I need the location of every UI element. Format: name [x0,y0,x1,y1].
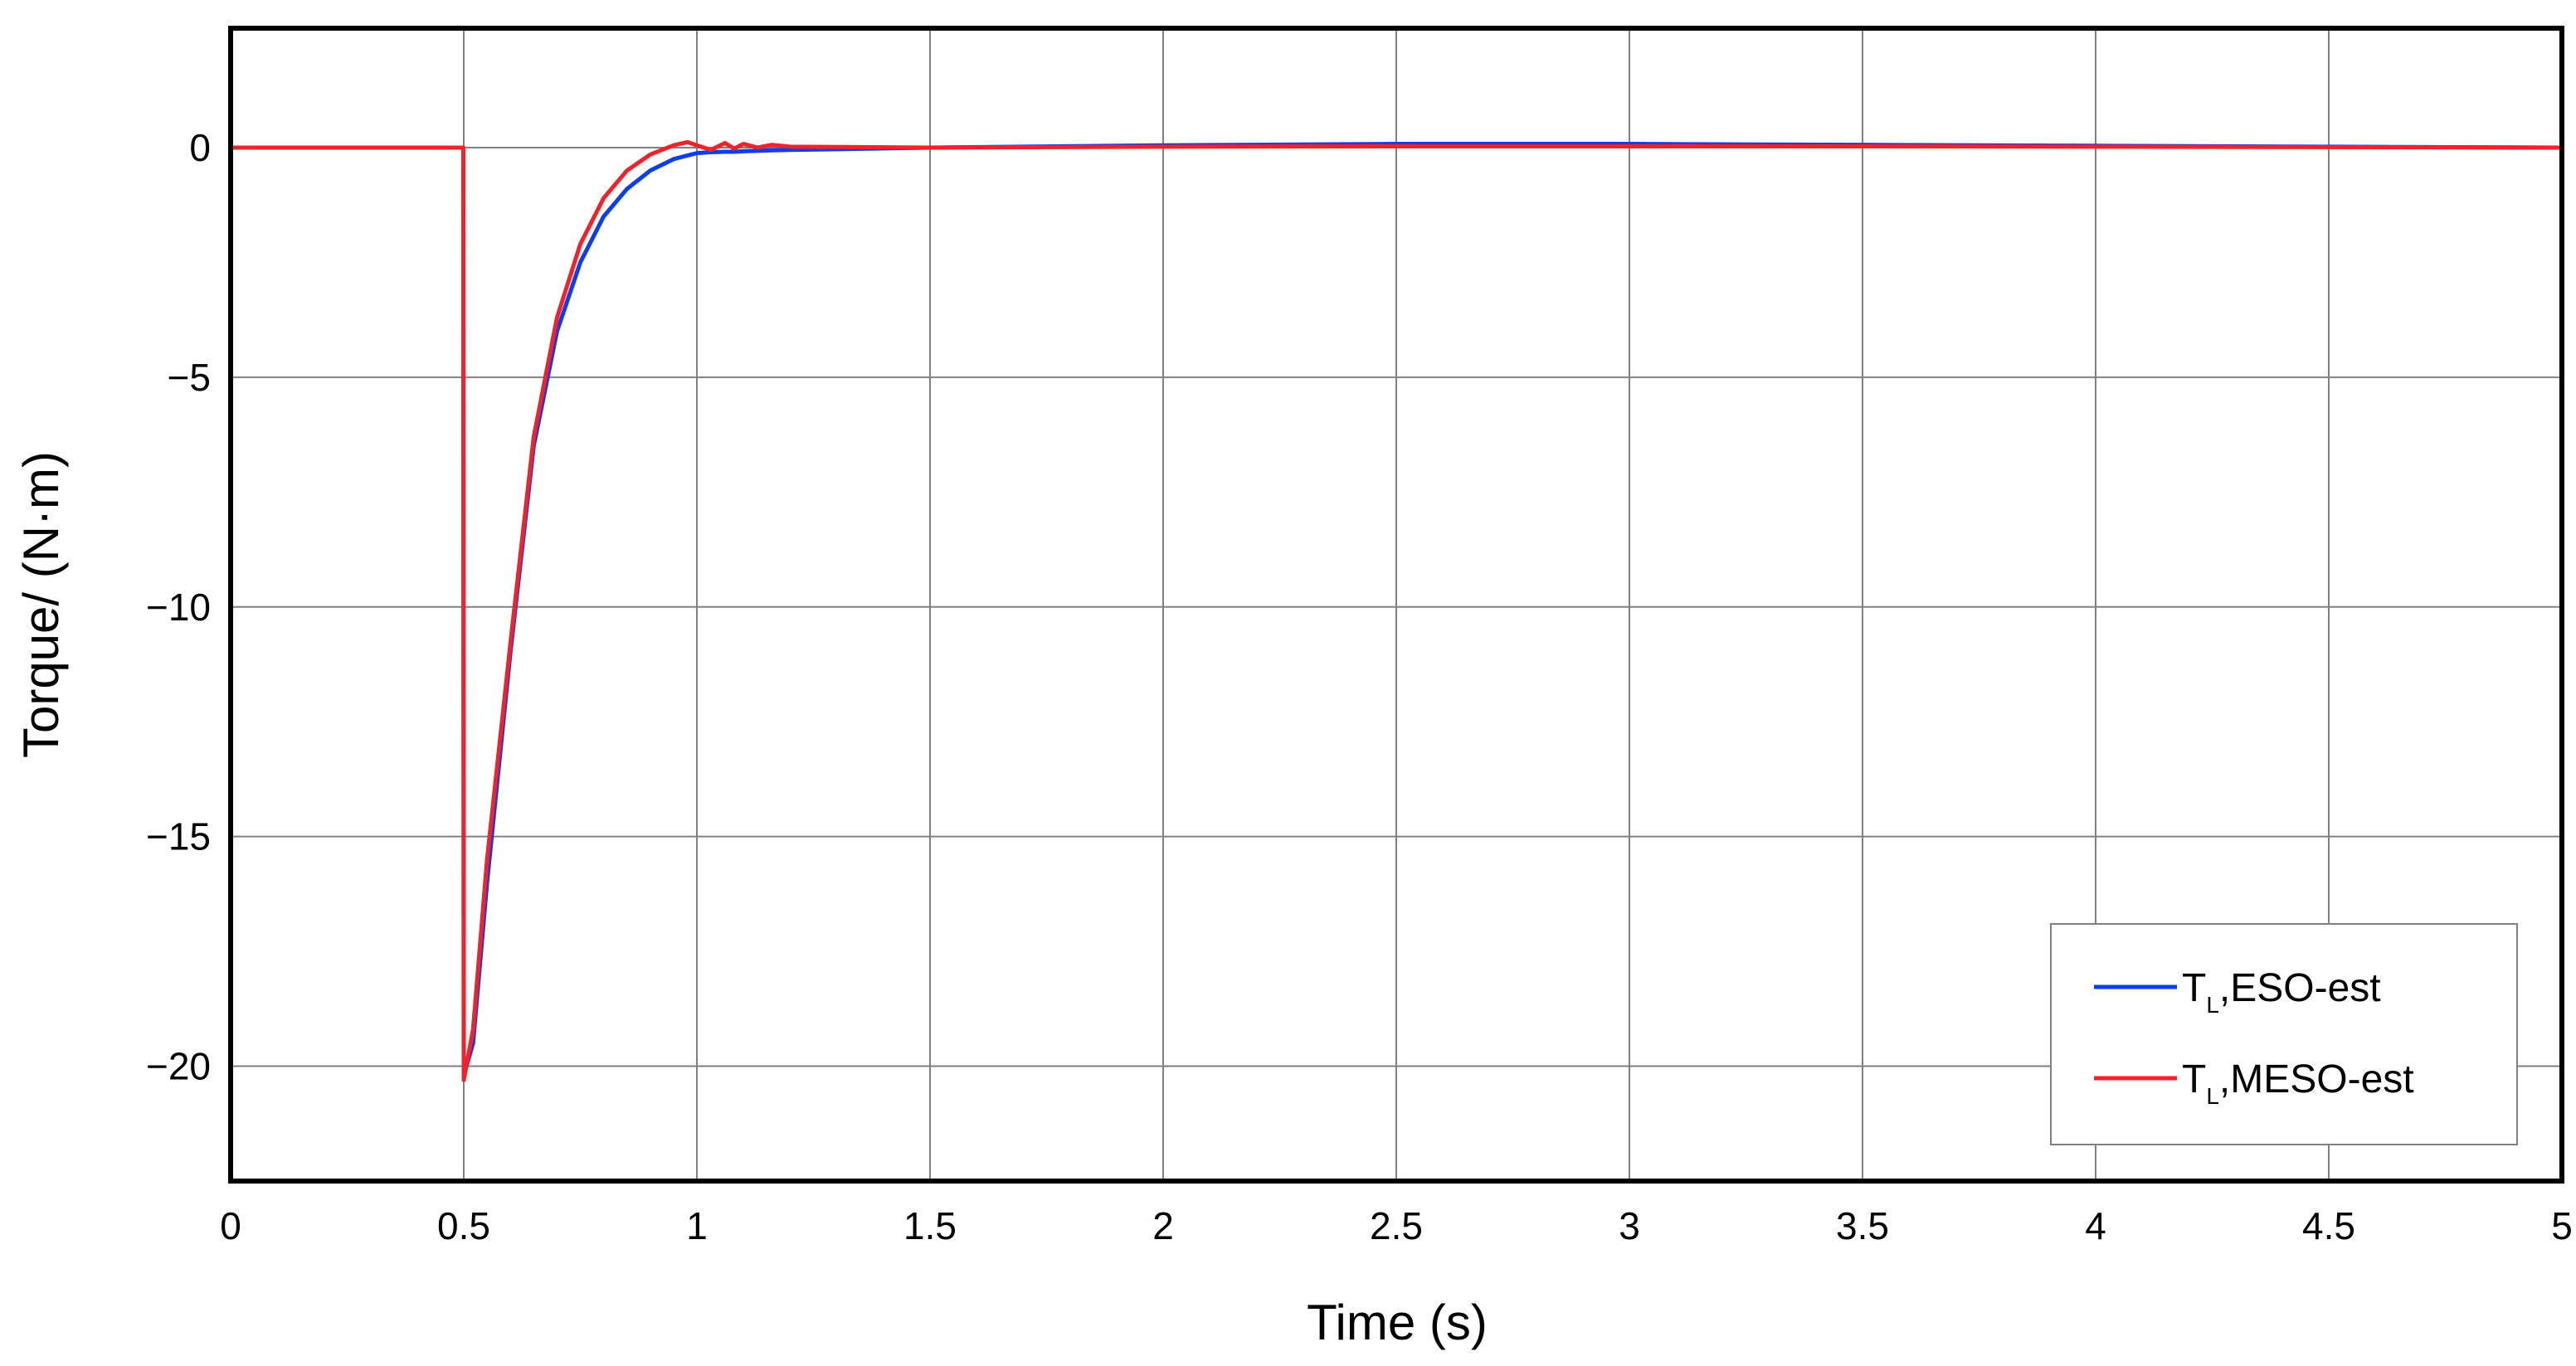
x-tick-label: 5 [2551,1204,2573,1247]
series-line [231,139,2563,1082]
x-tick-label: 3.5 [1836,1204,1889,1247]
y-tick-label: −10 [146,586,211,629]
x-tick-label: 3 [1619,1204,1640,1247]
x-tick-label: 2 [1152,1204,1174,1247]
x-tick-label: 0 [220,1204,241,1247]
legend-label: TL,ESO-est [2182,966,2381,1018]
y-tick-label: 0 [189,126,211,169]
plot-frame [228,26,2564,1184]
x-tick-label: 1 [686,1204,708,1247]
y-tick-label: −20 [146,1045,211,1088]
legend-label: TL,MESO-est [2182,1057,2414,1109]
x-tick-label: 1.5 [903,1204,957,1247]
x-axis-label: Time (s) [1307,1295,1488,1350]
y-tick-label: −15 [146,815,211,858]
legend-box [2050,923,2518,1145]
x-tick-label: 2.5 [1370,1204,1423,1247]
y-axis-label: Torque/ (N·m) [13,451,69,758]
y-tick-label: −5 [168,356,211,399]
legend: TL,ESO-est TL,MESO-est [2050,923,2518,1145]
x-tick-label: 4.5 [2302,1204,2355,1247]
x-tick-label: 4 [2085,1204,2106,1247]
x-tick-label: 0.5 [437,1204,490,1247]
